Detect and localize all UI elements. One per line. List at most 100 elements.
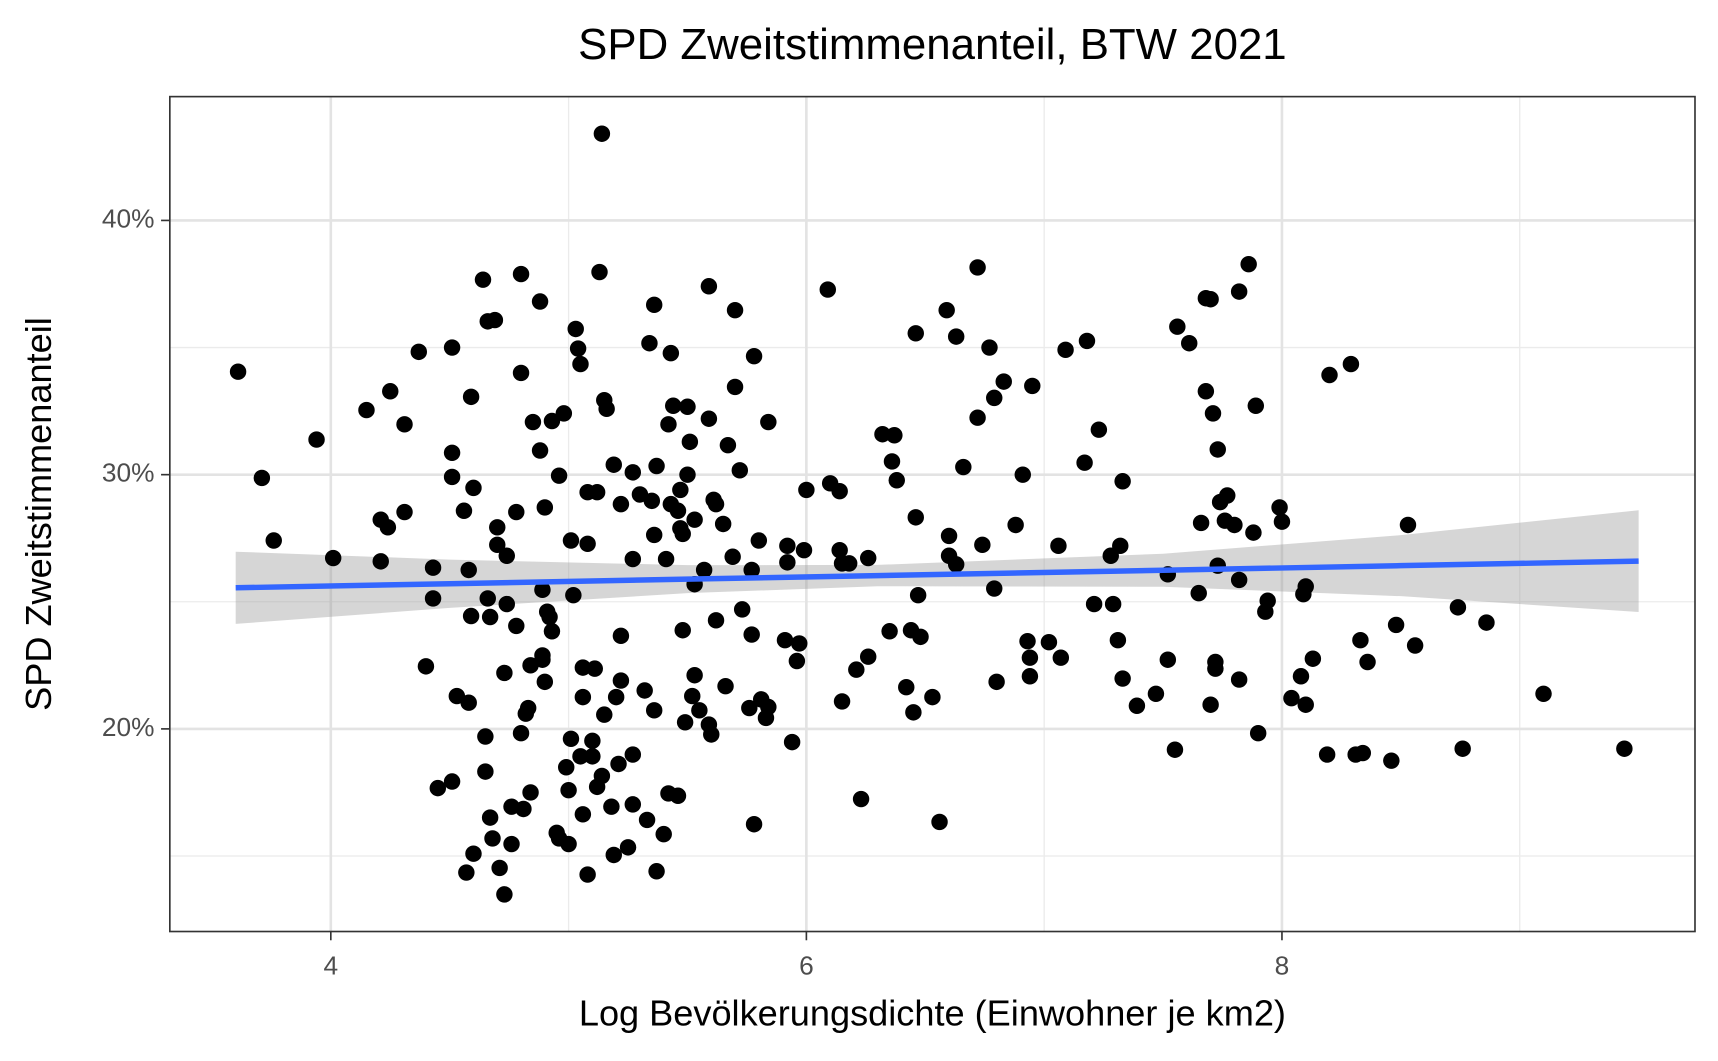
point xyxy=(1230,283,1248,300)
point xyxy=(679,398,696,415)
point xyxy=(760,413,777,431)
confidence-band-group xyxy=(235,510,1639,624)
point xyxy=(679,466,696,483)
point xyxy=(543,412,561,430)
point xyxy=(624,550,642,568)
point xyxy=(1352,631,1369,649)
point xyxy=(955,458,972,476)
point xyxy=(462,607,480,625)
point xyxy=(1014,466,1031,483)
point xyxy=(1190,584,1207,602)
x-tick-label: 6 xyxy=(799,951,814,981)
point xyxy=(703,726,720,743)
point xyxy=(726,378,744,396)
point xyxy=(1230,671,1248,688)
point xyxy=(686,511,703,528)
point xyxy=(695,561,713,579)
point xyxy=(572,748,589,765)
point xyxy=(558,759,575,776)
point xyxy=(988,673,1005,691)
point xyxy=(940,527,958,545)
point xyxy=(567,320,584,338)
point xyxy=(686,667,703,684)
point xyxy=(489,536,506,554)
point xyxy=(519,699,537,717)
point xyxy=(396,416,413,433)
point xyxy=(324,549,342,567)
point xyxy=(612,627,630,645)
point xyxy=(605,456,622,473)
point xyxy=(1021,668,1039,685)
point xyxy=(881,623,898,640)
point xyxy=(596,706,613,723)
point xyxy=(788,652,806,670)
point xyxy=(1052,649,1070,666)
point xyxy=(1114,670,1131,687)
point xyxy=(1321,366,1338,384)
point xyxy=(484,830,501,847)
point xyxy=(1406,637,1424,654)
point xyxy=(931,813,948,831)
point xyxy=(1169,318,1186,335)
point xyxy=(491,859,508,877)
point xyxy=(779,554,796,571)
point xyxy=(905,704,922,721)
x-axis-label: Log Bevölkerungsdichte (Einwohner je km2… xyxy=(579,992,1286,1033)
point xyxy=(512,265,530,283)
point xyxy=(562,730,580,748)
point xyxy=(462,388,480,406)
point xyxy=(479,590,496,607)
point xyxy=(417,658,435,675)
point xyxy=(555,405,573,422)
point xyxy=(1342,355,1360,373)
point xyxy=(572,355,589,373)
point xyxy=(498,547,515,564)
point xyxy=(1230,571,1248,589)
point xyxy=(852,790,870,808)
point xyxy=(662,344,680,362)
point xyxy=(503,835,520,853)
point xyxy=(691,702,708,719)
point xyxy=(831,482,848,500)
point xyxy=(588,483,606,501)
point xyxy=(724,548,741,565)
point xyxy=(1128,697,1146,714)
point xyxy=(396,503,413,521)
point xyxy=(938,301,955,319)
point xyxy=(579,535,596,553)
point xyxy=(1387,616,1405,634)
y-tick-label: 30% xyxy=(102,458,155,488)
point xyxy=(429,779,447,797)
point xyxy=(798,481,815,499)
point xyxy=(648,457,665,475)
point xyxy=(524,413,542,431)
point xyxy=(1478,614,1495,631)
point xyxy=(672,481,689,499)
point xyxy=(1076,454,1093,471)
point xyxy=(1078,332,1096,350)
point xyxy=(641,335,658,352)
point xyxy=(308,431,325,448)
point xyxy=(848,661,865,678)
point xyxy=(783,733,801,751)
point xyxy=(265,532,282,549)
chart-title: SPD Zweitstimmenanteil, BTW 2021 xyxy=(578,20,1287,69)
point xyxy=(543,623,561,640)
point xyxy=(1159,651,1177,668)
point xyxy=(745,816,763,833)
point xyxy=(560,835,577,853)
point xyxy=(584,732,601,750)
point xyxy=(1021,649,1039,666)
y-tick-label: 20% xyxy=(102,712,155,742)
point xyxy=(1354,744,1372,762)
point xyxy=(382,383,399,400)
point xyxy=(1304,650,1322,667)
point xyxy=(477,763,494,780)
point xyxy=(1085,595,1103,613)
point xyxy=(859,549,877,567)
point xyxy=(560,781,577,799)
point xyxy=(489,519,506,536)
point xyxy=(1247,397,1265,414)
point xyxy=(465,479,482,497)
point xyxy=(522,784,539,801)
